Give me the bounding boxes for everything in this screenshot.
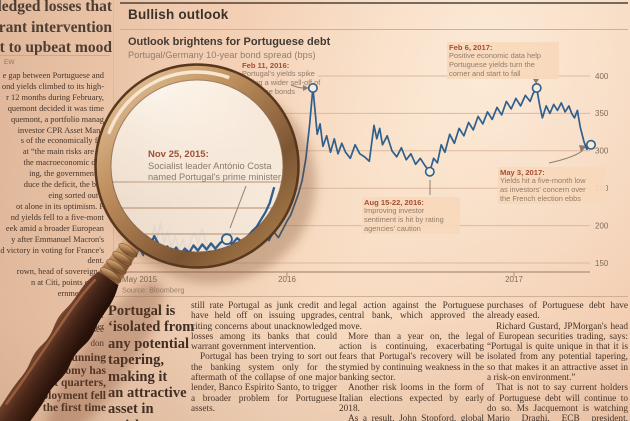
arrowhead-icon xyxy=(533,79,539,84)
annotation-date: Feb 11, 2016: xyxy=(242,61,290,70)
annotation-line: Yields hit a five-month low xyxy=(500,176,586,185)
text-fragment: investor CPR Asset Mana xyxy=(17,125,104,135)
annotation-line: as investors' concern over xyxy=(500,184,586,194)
chart-title: Outlook brightens for Portuguese debt xyxy=(128,36,331,48)
paragraph: More than a year on, the legal action is… xyxy=(339,331,484,384)
annotation-line: eurozone bonds xyxy=(242,86,296,96)
annotation-date: May 3, 2017: xyxy=(500,168,545,177)
text-fragment: s of the economically fra xyxy=(20,136,104,146)
chart-top-rule xyxy=(120,2,628,4)
y-axis-tick: 400 xyxy=(595,72,609,81)
arrowhead-icon xyxy=(303,85,309,91)
text-fragment: dent. xyxy=(87,256,104,266)
annotation-line: corner and start to fall xyxy=(449,68,521,78)
annotation-body: Improving investor sentiment is hit by ra… xyxy=(364,206,458,233)
chart-header-rule xyxy=(120,29,628,30)
annotation-arrow xyxy=(290,84,304,89)
x-axis-tick: 2017 xyxy=(505,275,523,284)
paragraph: purchases of Portuguese debt have alread… xyxy=(487,301,628,322)
y-axis-tick: 200 xyxy=(595,221,609,230)
y-axis-tick: 150 xyxy=(595,259,609,268)
handle-wood xyxy=(0,271,119,421)
masthead-divider xyxy=(0,55,110,56)
text-fragment: nd yields fell to a five-mont xyxy=(10,212,104,222)
text-fragment: rown, head of sovereign d xyxy=(16,267,104,277)
x-axis-tick: May 2015 xyxy=(122,275,158,284)
text-fragment: ing, the government is xyxy=(29,169,104,179)
pull-quote-line: a risk-on xyxy=(108,418,190,421)
annotation-line: during a wider sell-off of xyxy=(242,77,321,87)
lens-outer-edge xyxy=(94,63,300,269)
annotation-line: the French election ebbs xyxy=(500,193,581,203)
paragraph: That is not to say current holders of Po… xyxy=(487,383,628,421)
paragraph: still rate Portugal as junk credit and h… xyxy=(191,301,337,353)
annotation-line: Improving investor xyxy=(364,206,425,215)
headline-fragment: nowledged losses that xyxy=(0,0,112,15)
y-axis-tick: 350 xyxy=(595,109,609,118)
annotation-line: named Portugal's prime minister xyxy=(148,172,281,182)
annotation-body: Portugal's yields spike during a wider se… xyxy=(242,69,342,96)
text-fragment: e gap between Portuguese and xyxy=(2,71,104,80)
text-fragment: the macroeconomic dyn xyxy=(23,158,104,168)
annotation-feb11-2016: Feb 11, 2016: Portugal's yields spike dur… xyxy=(240,60,344,97)
pull-quote-line: asset in xyxy=(108,401,154,418)
text-fragment: duce the deficit, the ban xyxy=(23,180,104,190)
body-column-1: still rate Portugal as junk credit and h… xyxy=(191,301,337,421)
text-fragment: r 12 months during February, xyxy=(6,92,104,102)
paragraph: Another risk looms in the form of Italia… xyxy=(339,383,484,414)
text-fragment: eek amid a broader European xyxy=(5,223,104,233)
handle-shadow xyxy=(47,280,163,421)
chart-section-title: Bullish outlook xyxy=(128,7,229,22)
text-fragment: n at Citi, points out th xyxy=(30,278,104,288)
rim-highlight xyxy=(107,70,230,135)
paragraph: Portugal has been trying to sort out the… xyxy=(191,352,337,414)
annotation-line: agencies' caution xyxy=(364,223,421,233)
event-markers xyxy=(307,83,596,177)
pull-quote-line: an attractive xyxy=(108,385,187,402)
byline-fragment: EW xyxy=(4,59,15,66)
annotation-line: Portugal's yields spike xyxy=(242,69,315,78)
body-column-2: legal action against the Portuguese cent… xyxy=(339,301,484,421)
headline-fragment: warrant intervention xyxy=(0,18,112,36)
annotation-feb6-2017: Feb 6, 2017: Positive economic data help… xyxy=(447,42,559,80)
annotation-aug-2016: Aug 15-22, 2016: Improving investor senti… xyxy=(362,197,460,235)
annotation-line: sentiment is hit by rating xyxy=(364,214,444,224)
chart-bottom-rule xyxy=(86,296,628,297)
text-fragment: quemont decided it was time xyxy=(7,103,104,113)
text-fragment: y after Emmanuel Macron's xyxy=(11,234,104,244)
handle-highlight xyxy=(4,278,97,406)
chart-subtitle: Portugal/Germany 10-year bond spread (bp… xyxy=(128,50,316,60)
annotation-connector xyxy=(229,185,247,229)
annotation-date: Nov 25, 2015: xyxy=(148,149,209,160)
x-axis-tick: 2016 xyxy=(278,275,296,284)
text-fragment: at “the main risks are be xyxy=(22,147,104,157)
text-fragment: ond yields climbed to its high- xyxy=(1,81,104,91)
text-fragment: ot alone in its optimism. P xyxy=(16,201,104,211)
lens-sheen xyxy=(111,80,268,218)
body-column-3: purchases of Portuguese debt have alread… xyxy=(487,301,628,421)
annotation-line: Socialist leader António Costa xyxy=(148,161,272,171)
annotation-body: Yields hit a five-month low as investors'… xyxy=(500,176,604,203)
text-fragment: d victory in voting for France's xyxy=(0,245,104,255)
headline-fragment: reat to upbeat mood xyxy=(0,39,112,56)
annotation-line: Positive economic data help xyxy=(449,51,542,60)
annotation-date: Aug 15-22, 2016: xyxy=(364,198,424,207)
text-fragment: eing sorted out”. xyxy=(48,190,104,200)
paragraph: Richard Gustard, JPMorgan's head of Euro… xyxy=(487,321,628,384)
annotation-body: Positive economic data help Portuguese yi… xyxy=(449,51,557,78)
y-axis-tick: 300 xyxy=(595,147,609,156)
text-fragment: quemont, a portfolio manag xyxy=(10,114,104,124)
annotation-date: Feb 6, 2017: xyxy=(449,43,493,52)
annotation-line: Portuguese yields turn the xyxy=(449,59,535,69)
paragraph: legal action against the Portuguese cent… xyxy=(339,301,484,332)
paragraph: As a result, John Stopford, global head … xyxy=(348,414,484,421)
annotation-may3-2017: May 3, 2017: Yields hit a five-month low… xyxy=(498,167,606,205)
magnifier-handle xyxy=(0,235,142,421)
cutoff-headline: nowledged losses that warrant interventio… xyxy=(0,0,112,59)
